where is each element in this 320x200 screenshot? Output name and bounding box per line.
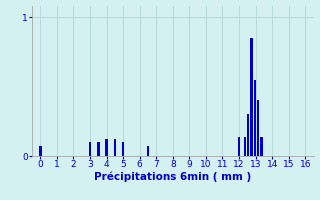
Bar — [238, 137, 240, 156]
Bar — [147, 146, 149, 156]
Bar — [114, 139, 116, 156]
Bar — [105, 139, 108, 156]
Bar — [244, 137, 246, 156]
Bar — [250, 38, 253, 156]
Bar — [122, 142, 124, 156]
Bar — [89, 142, 91, 156]
Bar — [247, 114, 249, 156]
Bar — [97, 142, 100, 156]
Bar — [257, 100, 259, 156]
Bar — [260, 137, 263, 156]
Bar — [253, 80, 256, 156]
X-axis label: Précipitations 6min ( mm ): Précipitations 6min ( mm ) — [94, 172, 252, 182]
Bar — [39, 146, 42, 156]
